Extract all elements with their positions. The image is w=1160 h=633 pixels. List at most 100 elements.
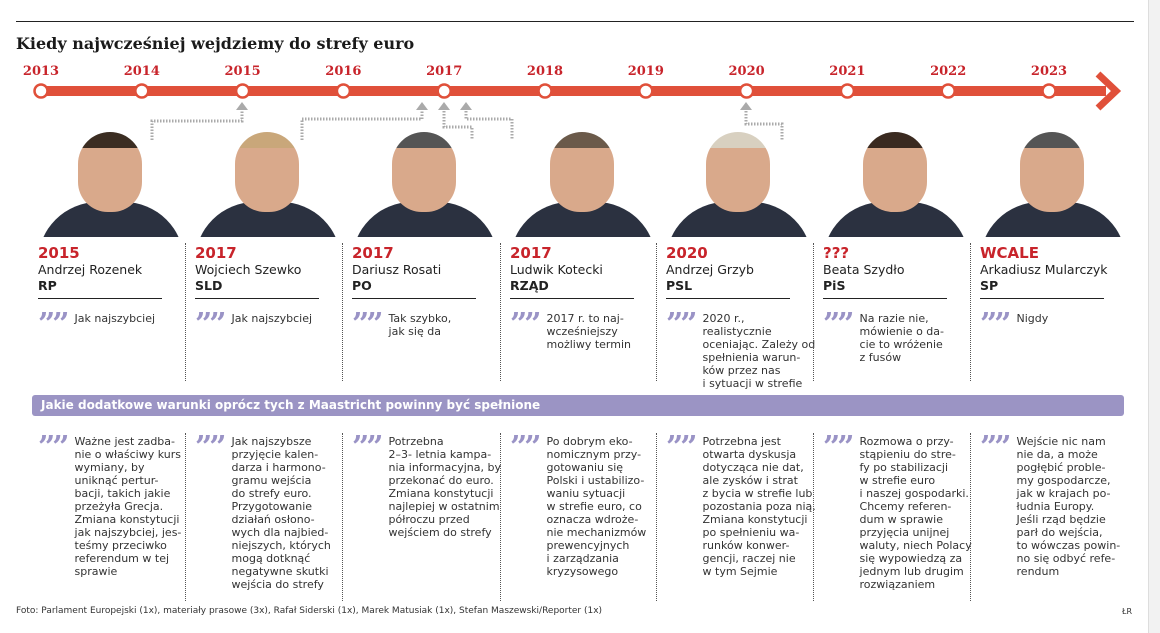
- quote-mark-icon: ””: [195, 307, 226, 342]
- quote: ”” Nigdy: [980, 310, 1049, 340]
- entry-year: 2015: [38, 244, 80, 262]
- quote-text: 2017 r. to naj- wcześniejszy możliwy ter…: [546, 312, 632, 351]
- conditions-quote: ”” Jak najszybsze przyjęcie kalen- darza…: [195, 430, 331, 592]
- quote-text: Nigdy: [1016, 312, 1049, 325]
- column-separator: [970, 243, 971, 381]
- year-marker: [134, 83, 150, 99]
- column-separator: [342, 243, 343, 381]
- column-separator: [342, 433, 343, 601]
- politician-name: Beata Szydło: [823, 262, 905, 277]
- quote: ”” Na razie nie, mówienie o da- cie to w…: [823, 310, 944, 365]
- year-marker: [940, 83, 956, 99]
- quote-mark-icon: ””: [666, 430, 697, 465]
- year-marker: [335, 83, 352, 99]
- party: RP: [38, 278, 57, 293]
- year-marker: [638, 83, 654, 99]
- entry-year: ???: [823, 244, 850, 262]
- conditions-quote: ”” Potrzebna 2–3- letnia kampa- nia info…: [352, 430, 502, 540]
- entry-year: 2020: [666, 244, 708, 262]
- year-label: 2016: [325, 64, 362, 79]
- divider: [666, 298, 790, 299]
- conditions-quote: ”” Potrzebna jest otwarta dyskusja dotyc…: [666, 430, 816, 579]
- year-label: 2013: [22, 64, 60, 79]
- quote-text: Na razie nie, mówienie o da- cie to wróż…: [859, 312, 944, 364]
- column-separator: [185, 433, 186, 601]
- politician-photo: [980, 120, 1126, 237]
- conditions-quote: ”” Wejście nic nam nie da, a może pogłęb…: [980, 430, 1121, 579]
- year-marker: [537, 83, 553, 99]
- party: PiS: [823, 278, 846, 293]
- politician-name: Ludwik Kotecki: [510, 262, 603, 277]
- timeline: [33, 71, 1122, 140]
- quote: ”” 2020 r., realistycznie oceniając. Zal…: [666, 307, 816, 391]
- column-separator: [813, 243, 814, 381]
- divider: [980, 298, 1104, 299]
- party: SP: [980, 278, 999, 293]
- entry-year: 2017: [352, 244, 394, 262]
- connector-arrows: [236, 102, 752, 110]
- column-separator: [813, 433, 814, 601]
- quote-text: Jak najszybciej: [231, 312, 313, 325]
- year-label: 2021: [829, 64, 866, 79]
- entry-year: WCALE: [980, 244, 1039, 262]
- conditions-text: Ważne jest zadba- nie o właściwy kurs wy…: [74, 435, 182, 578]
- year-label: 2014: [123, 64, 160, 79]
- conditions-text: Potrzebna 2–3- letnia kampa- nia informa…: [388, 435, 502, 539]
- quote-mark-icon: ””: [352, 430, 383, 465]
- year-label: 2019: [627, 64, 664, 79]
- photo-credits: Foto: Parlament Europejski (1x), materia…: [16, 606, 603, 616]
- conditions-text: Wejście nic nam nie da, a może pogłębić …: [1016, 435, 1121, 578]
- year-marker: [839, 83, 856, 99]
- party: PO: [352, 278, 372, 293]
- quote-mark-icon: ””: [666, 307, 697, 342]
- divider: [510, 298, 634, 299]
- politician-name: Andrzej Grzyb: [666, 262, 754, 277]
- divider: [823, 298, 947, 299]
- conditions-quote: ”” Po dobrym eko- nomicznym przy- gotowa…: [510, 430, 647, 579]
- entry-year: 2017: [510, 244, 552, 262]
- party: RZĄD: [510, 278, 549, 293]
- scrollbar[interactable]: [1148, 0, 1160, 633]
- year-label: 2018: [526, 64, 564, 79]
- quote: ”” 2017 r. to naj- wcześniejszy możliwy …: [510, 307, 632, 352]
- quote: ”” Tak szybko, jak się da: [352, 310, 452, 340]
- politician-photo: [195, 120, 341, 237]
- politician-name: Andrzej Rozenek: [38, 262, 143, 277]
- politician-photo: [38, 120, 184, 237]
- quote-mark-icon: ””: [38, 307, 69, 342]
- politician-name: Wojciech Szewko: [195, 262, 302, 277]
- year-marker: [436, 83, 452, 99]
- column-separator: [185, 243, 186, 381]
- politician-photo: [510, 120, 656, 237]
- column-separator: [970, 433, 971, 601]
- timeline-arrow-icon: [1095, 71, 1122, 111]
- year-marker: [738, 83, 755, 99]
- quote-text: Tak szybko, jak się da: [388, 312, 452, 338]
- quote-mark-icon: ””: [510, 430, 541, 465]
- year-label: 2015: [224, 64, 261, 79]
- year-marker: [1041, 83, 1057, 99]
- quote-mark-icon: ””: [195, 430, 226, 465]
- quote-text: 2020 r., realistycznie oceniając. Zależy…: [702, 312, 816, 390]
- quote: ”” Jak najszybciej: [195, 307, 313, 342]
- conditions-text: Po dobrym eko- nomicznym przy- gotowaniu…: [546, 435, 647, 578]
- divider: [38, 298, 162, 299]
- conditions-header-band: Jakie dodatkowe warunki oprócz tych z Ma…: [32, 395, 1124, 416]
- column-separator: [500, 243, 501, 381]
- politician-name: Arkadiusz Mularczyk: [980, 262, 1108, 277]
- column-separator: [500, 433, 501, 601]
- year-label: 2023: [1030, 64, 1068, 79]
- year-label: 2020: [728, 64, 765, 79]
- year-label: 2022: [930, 64, 967, 79]
- party: SLD: [195, 278, 223, 293]
- quote: ”” Jak najszybciej: [38, 307, 155, 342]
- party: PSL: [666, 278, 693, 293]
- divider: [195, 298, 319, 299]
- top-rule: [16, 21, 1134, 22]
- politician-photo: [352, 120, 498, 237]
- quote-mark-icon: ””: [510, 307, 541, 342]
- quote-mark-icon: ””: [980, 430, 1011, 465]
- conditions-quote: ”” Rozmowa o przy- stąpieniu do stre- fy…: [823, 433, 972, 592]
- year-label: 2017: [426, 64, 463, 79]
- column-separator: [656, 243, 657, 381]
